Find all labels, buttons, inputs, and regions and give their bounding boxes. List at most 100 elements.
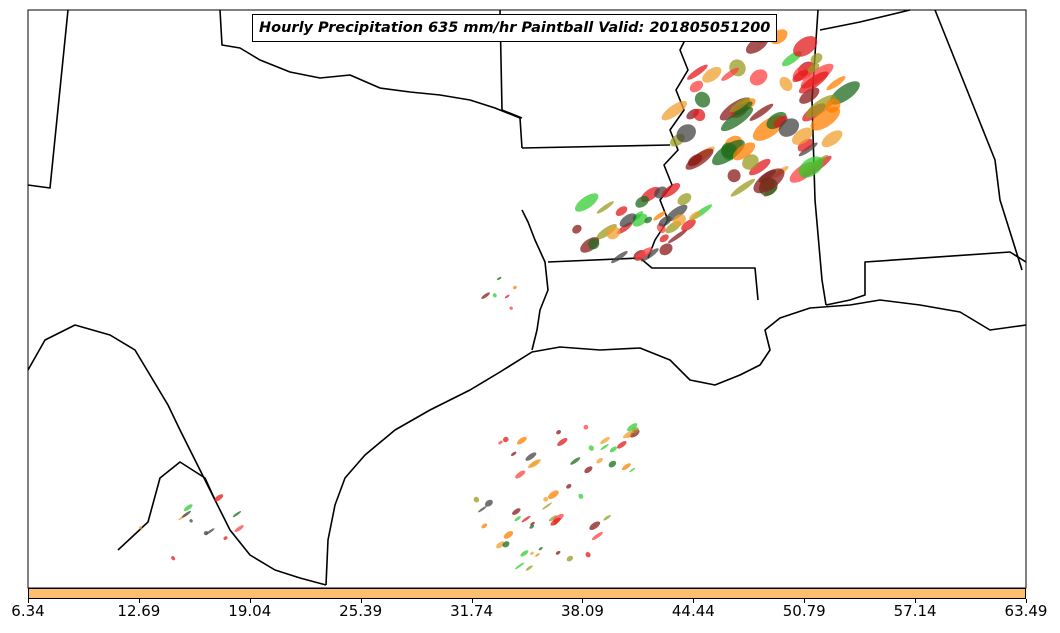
precip-blob <box>829 81 860 105</box>
precip-blob <box>548 490 559 500</box>
precip-blob <box>810 53 823 64</box>
precip-blob <box>496 541 505 549</box>
precip-blob <box>223 536 228 540</box>
precip-blob <box>583 424 589 430</box>
precip-blob <box>687 64 708 80</box>
precip-blob <box>514 516 521 522</box>
precip-blob <box>617 441 627 449</box>
precip-blob <box>720 107 754 132</box>
precip-blob <box>658 215 672 227</box>
precip-blob <box>635 247 653 261</box>
precip-blob <box>477 505 487 513</box>
mexico-border <box>27 324 327 586</box>
precip-blob <box>623 430 634 439</box>
colorbar-tick-mark <box>582 599 584 603</box>
precip-blob <box>749 69 768 86</box>
precip-blob <box>566 483 572 489</box>
precip-blob <box>557 437 568 447</box>
precip-blob <box>778 118 800 137</box>
precip-blob <box>481 292 490 299</box>
state-border-al-fl <box>825 251 1027 306</box>
precip-blob <box>600 443 609 451</box>
precip-blob <box>792 69 809 83</box>
precip-blob <box>138 526 143 530</box>
precip-blob <box>503 531 514 539</box>
precip-blob <box>727 169 741 183</box>
precip-blob <box>689 80 704 93</box>
precip-blob <box>826 76 846 91</box>
precip-blob <box>183 504 193 512</box>
precip-blob <box>611 251 628 264</box>
precip-blob <box>548 515 558 522</box>
precip-blob <box>749 103 774 121</box>
precip-blob <box>492 293 497 298</box>
state-border-tx-la <box>521 209 549 351</box>
precip-blob <box>810 106 841 131</box>
state-border-ar <box>521 144 671 149</box>
precip-blob <box>791 127 813 145</box>
precip-blob <box>203 530 209 536</box>
colorbar-tick-mark <box>804 599 806 603</box>
precip-blob <box>773 115 788 128</box>
precip-blob <box>627 423 638 432</box>
precip-blob <box>481 523 488 529</box>
state-border-ok-ar <box>499 9 523 119</box>
precip-blob <box>530 521 535 526</box>
precip-blob <box>681 219 696 232</box>
precip-blob <box>644 216 653 224</box>
precip-blob <box>711 139 745 166</box>
colorbar-tick-label: 57.14 <box>893 602 937 620</box>
colorbar-tick-label: 25.39 <box>339 602 383 620</box>
precip-blob <box>529 524 535 529</box>
colorbar-tick-mark <box>28 599 29 603</box>
precipitation-contours <box>138 15 860 571</box>
colorbar-tick-label: 31.74 <box>450 602 494 620</box>
colorbar-tick-label: 50.79 <box>782 602 826 620</box>
precip-blob <box>535 553 540 557</box>
precip-blob <box>676 124 696 143</box>
precip-blob <box>689 211 701 221</box>
precip-blob <box>570 457 581 465</box>
precip-blob <box>694 91 711 108</box>
precip-blob <box>589 521 601 531</box>
precip-blob <box>608 460 617 468</box>
precip-blob <box>498 440 503 445</box>
precip-blob <box>799 87 820 104</box>
precip-blob <box>542 502 552 510</box>
colorbar-tick-label: 38.09 <box>560 602 604 620</box>
colorbar-tick-mark <box>915 599 917 603</box>
mexico-state-border <box>117 461 216 551</box>
state-border-nm-tx <box>27 9 69 189</box>
precip-blob <box>530 551 534 556</box>
precip-blob <box>509 306 513 310</box>
colorbar-tick-label: 19.04 <box>228 602 272 620</box>
precip-blob <box>621 463 631 471</box>
precip-blob <box>693 108 706 122</box>
precip-blob <box>232 511 242 518</box>
precip-blob <box>798 156 824 178</box>
precip-blob <box>665 204 688 222</box>
precip-blob <box>635 195 649 208</box>
precip-blob <box>181 510 192 518</box>
colorbar-tick-label: 63.49 <box>1004 602 1048 620</box>
colorbar-tick-mark <box>1026 599 1027 603</box>
precip-blob <box>615 206 628 217</box>
precip-blob <box>793 36 818 57</box>
precip-blob <box>668 229 688 244</box>
precip-blob <box>721 67 739 81</box>
precip-blob <box>514 562 525 570</box>
map-title: Hourly Precipitation 635 mm/hr Paintball… <box>252 14 778 42</box>
precip-blob <box>677 193 692 206</box>
state-border-tn <box>819 9 911 31</box>
precip-blob <box>578 493 584 499</box>
precip-blob <box>596 201 614 214</box>
colorbar-tick-label: 6.34 <box>11 602 45 620</box>
precip-blob <box>484 499 493 507</box>
precip-blob <box>596 457 603 464</box>
precip-blob <box>702 66 722 83</box>
colorbar-tick-label: 12.69 <box>117 602 161 620</box>
precip-blob <box>555 550 561 555</box>
precip-blob <box>502 436 509 443</box>
precip-blob <box>572 224 582 234</box>
